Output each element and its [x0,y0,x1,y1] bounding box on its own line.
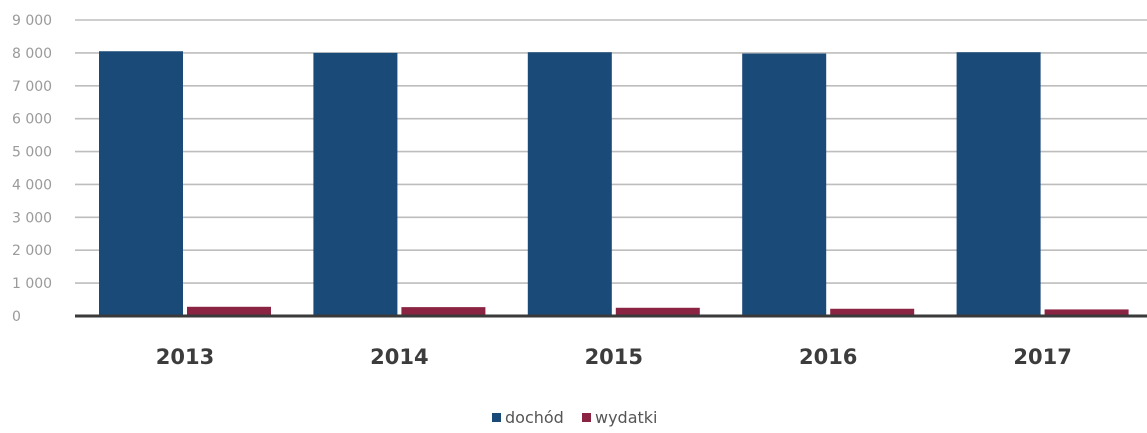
y-tick-label: 9 000 [12,13,52,29]
bar-dochod-2017 [956,52,1041,316]
bar-wydatki-2016 [830,308,915,316]
y-tick-label: 4 000 [12,177,52,193]
y-tick-label: 0 [12,309,21,325]
bar-dochod-2013 [99,51,183,316]
y-tick-label: 6 000 [12,112,52,128]
bar-wydatki-2015 [615,307,700,316]
legend-swatch-dochod [492,413,501,422]
x-tick-label: 2015 [585,345,643,369]
bar-dochod-2014 [313,52,398,317]
y-tick-label: 3 000 [12,210,52,226]
bars [99,51,1129,317]
bar-wydatki-2017 [1044,309,1129,316]
legend: dochód wydatki [492,408,658,427]
bar-wydatki-2014 [401,307,486,316]
y-tick-label: 2 000 [12,243,52,259]
legend-label-wydatki: wydatki [595,408,658,427]
legend-swatch-wydatki [582,413,591,422]
y-tick-label: 8 000 [12,46,52,62]
y-tick-label: 1 000 [12,276,52,292]
y-tick-label: 5 000 [12,145,52,161]
legend-label-dochod: dochód [505,408,564,427]
x-tick-label: 2017 [1013,345,1071,369]
y-tick-label: 7 000 [12,79,52,95]
bar-wydatki-2013 [187,306,271,316]
x-tick-label: 2014 [370,345,428,369]
bar-dochod-2016 [742,53,827,317]
x-axis-tick-labels: 2013 2014 2015 2016 2017 [156,345,1072,369]
bar-dochod-2015 [527,52,612,316]
y-axis-tick-labels: 0 1 000 2 000 3 000 4 000 5 000 6 000 7 000 8 00… [12,13,52,325]
x-tick-label: 2016 [799,345,857,369]
x-tick-label: 2013 [156,345,214,369]
